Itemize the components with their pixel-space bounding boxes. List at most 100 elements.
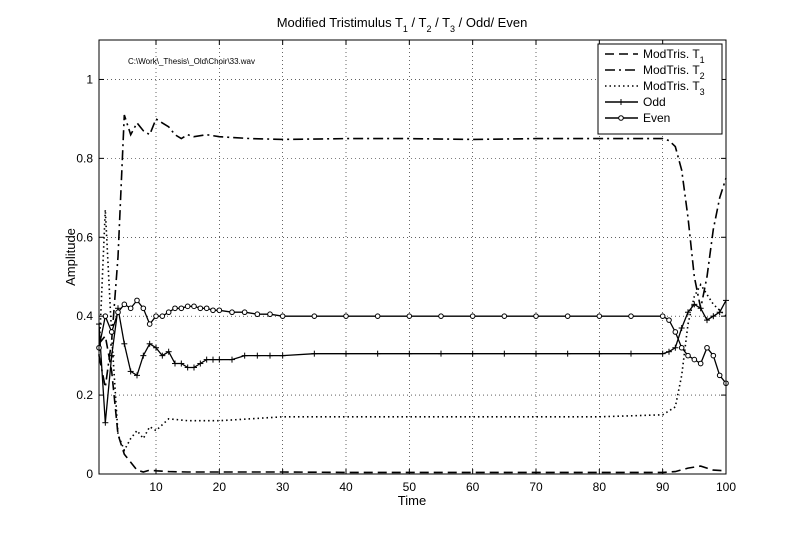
data-point: [216, 356, 223, 363]
data-point: [596, 350, 603, 357]
data-point: [153, 344, 159, 351]
data-point: [666, 317, 672, 323]
title-subscript: 2: [426, 24, 431, 34]
title-text: / Odd/ Even: [455, 15, 527, 30]
data-point: [596, 313, 603, 319]
series-3: [98, 209, 727, 453]
data-point: [191, 303, 197, 310]
x-tick-label: 40: [339, 480, 353, 494]
series-2: [98, 114, 727, 388]
data-point: [146, 321, 153, 327]
legend-entry: ModTris. T1: [605, 47, 705, 65]
data-point: [628, 313, 634, 319]
series-line: [98, 209, 727, 453]
data-point: [672, 329, 679, 335]
legend-label: Odd: [643, 95, 666, 109]
y-tick-label: 1: [86, 72, 93, 86]
data-point: [153, 313, 159, 319]
data-point: [343, 313, 349, 319]
data-point: [146, 340, 153, 347]
data-point: [710, 313, 717, 320]
data-point: [254, 311, 261, 318]
chart-title: Modified Tristimulus T1 / T2 / T3 / Odd/…: [277, 15, 528, 34]
series-1: [98, 334, 727, 474]
x-tick-label: 10: [149, 480, 163, 494]
data-point: [501, 350, 508, 357]
data-point: [685, 309, 691, 316]
x-axis-label: Time: [398, 493, 426, 508]
data-point: [343, 350, 349, 357]
data-point: [659, 313, 666, 319]
data-point: [140, 352, 147, 359]
plot-series: [96, 114, 729, 474]
data-point: [184, 364, 191, 371]
data-point: [697, 305, 704, 312]
data-point: [121, 340, 128, 347]
data-point: [691, 356, 698, 363]
legend-entry: Even: [605, 111, 670, 125]
data-point: [672, 344, 679, 351]
data-point: [704, 317, 710, 324]
data-point: [127, 368, 134, 375]
data-point: [210, 307, 216, 314]
data-point: [102, 419, 109, 426]
data-point: [564, 350, 571, 357]
data-point: [279, 313, 286, 319]
grid: [99, 40, 726, 474]
data-point: [121, 301, 128, 308]
series-line: [98, 114, 727, 388]
series-5: [96, 297, 729, 387]
x-tick-label: 20: [213, 480, 227, 494]
data-point: [678, 344, 685, 351]
series-line: [98, 299, 727, 384]
data-point: [140, 305, 147, 312]
data-point: [184, 303, 191, 310]
x-axis-ticks: 10 20 30 40 50 60 70 80 90 100: [149, 40, 736, 494]
data-point: [178, 360, 185, 367]
data-point: [685, 352, 691, 359]
data-point: [279, 352, 286, 359]
data-point: [267, 311, 273, 318]
data-point: [115, 309, 121, 316]
legend-marker: [618, 99, 624, 105]
y-tick-label: 0.8: [76, 151, 93, 165]
data-point: [134, 372, 140, 379]
data-point: [172, 305, 178, 312]
data-point: [241, 309, 248, 316]
data-point: [203, 356, 210, 363]
file-path-annotation: C:\Work\_Thesis\_Old\Choir\33.wav: [128, 57, 255, 66]
legend-marker: [618, 115, 624, 121]
data-point: [716, 309, 723, 316]
data-point: [165, 309, 172, 316]
data-point: [469, 313, 476, 319]
title-text: / T: [431, 15, 450, 30]
y-tick-label: 0.6: [76, 230, 93, 244]
plot-frame: [98, 39, 727, 475]
data-point: [438, 313, 444, 319]
legend-entry: ModTris. T2: [605, 63, 705, 81]
data-point: [197, 360, 204, 367]
data-point: [678, 325, 685, 332]
legend-entry: ModTris. T3: [605, 79, 705, 97]
data-point: [108, 352, 115, 359]
data-point: [108, 329, 115, 335]
y-tick-label: 0.4: [76, 309, 93, 323]
data-point: [267, 352, 273, 359]
data-point: [159, 313, 166, 319]
data-point: [406, 313, 413, 319]
series-line: [98, 334, 727, 474]
x-tick-label: 50: [403, 480, 417, 494]
data-point: [159, 352, 166, 359]
data-point: [165, 348, 172, 355]
y-tick-label: 0: [86, 467, 93, 481]
data-point: [241, 352, 248, 359]
title-subscript: 3: [450, 24, 455, 34]
data-point: [628, 350, 634, 357]
data-point: [374, 313, 381, 319]
title-subscript: 1: [403, 24, 408, 34]
data-point: [197, 305, 204, 312]
data-point: [216, 307, 223, 314]
legend-label: ModTris. T1: [643, 47, 705, 65]
